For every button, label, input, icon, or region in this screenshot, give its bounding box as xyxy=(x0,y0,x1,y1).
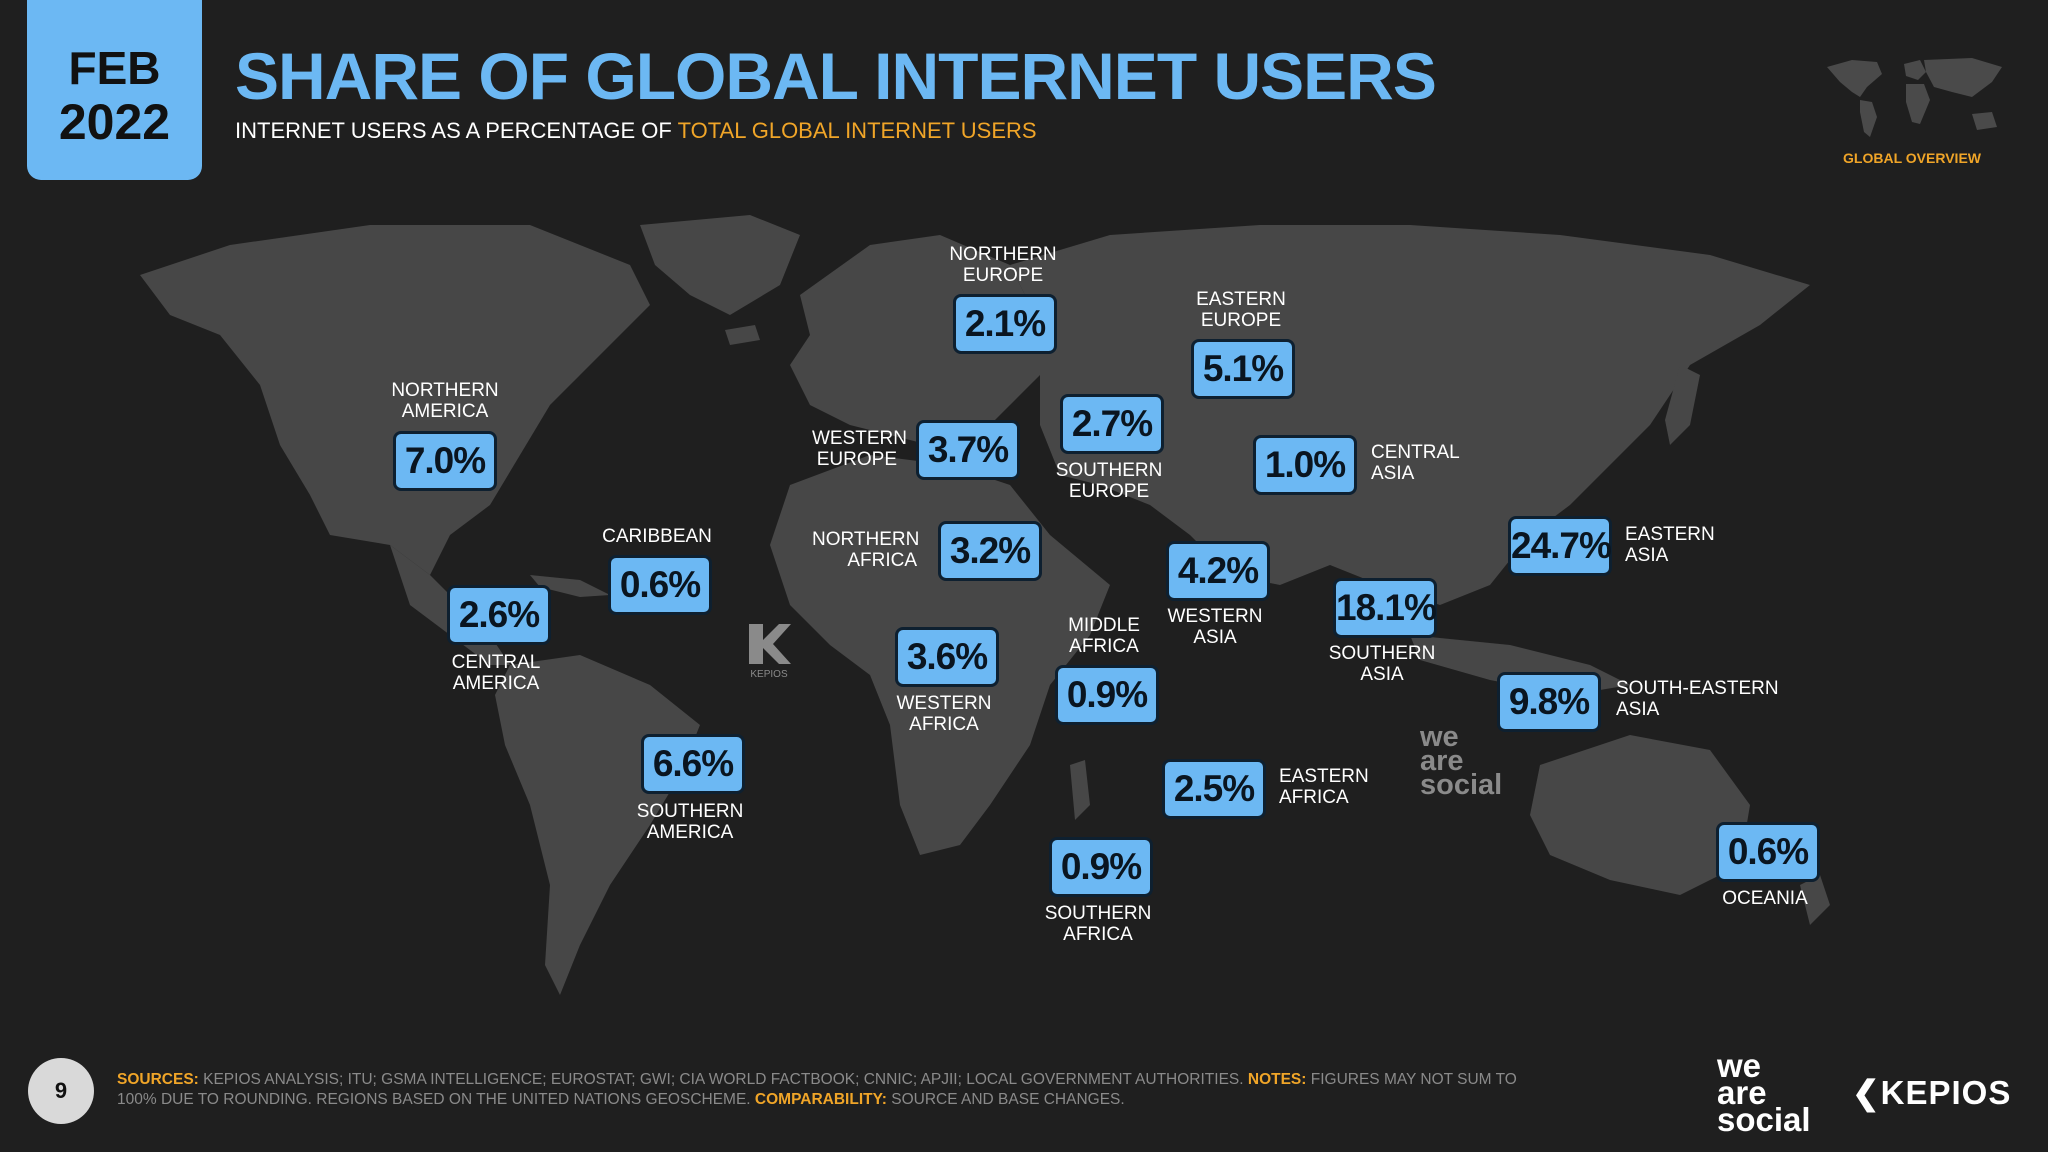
north-america-shape xyxy=(140,225,650,575)
region-label-southern-africa: SOUTHERN AFRICA xyxy=(1044,903,1152,945)
region-label-south-eastern-asia: SOUTH-EASTERN ASIA xyxy=(1616,678,1779,720)
australia-shape xyxy=(1530,735,1750,895)
region-label-western-europe: WESTERN EUROPE xyxy=(812,428,907,470)
page-number: 9 xyxy=(28,1058,94,1124)
kepios-logo: ❮KEPIOS xyxy=(1852,1074,2012,1111)
region-label-western-africa: WESTERN AFRICA xyxy=(896,693,992,735)
asia-shape xyxy=(1010,225,1810,605)
region-value-southern-asia: 18.1% xyxy=(1333,578,1437,638)
kepios-watermark-icon: KEPIOS xyxy=(749,624,791,680)
region-label-northern-africa: NORTHERN AFRICA xyxy=(812,529,920,571)
region-label-western-asia: WESTERN ASIA xyxy=(1167,606,1263,648)
region-label-northern-america: NORTHERN AMERICA xyxy=(391,380,499,422)
japan-shape xyxy=(1665,365,1700,445)
region-value-eastern-asia: 24.7% xyxy=(1508,516,1612,576)
region-label-central-america: CENTRAL AMERICA xyxy=(451,652,541,694)
watermark-line: we xyxy=(1420,721,1459,753)
watermark-line: social xyxy=(1420,769,1503,801)
region-label-northern-europe: NORTHERN EUROPE xyxy=(949,244,1057,286)
section-label: GLOBAL OVERVIEW xyxy=(1843,150,1981,166)
madagascar-shape xyxy=(1070,760,1090,820)
page-subtitle: INTERNET USERS AS A PERCENTAGE OF TOTAL … xyxy=(235,118,1037,144)
region-label-southern-europe: SOUTHERN EUROPE xyxy=(1055,460,1163,502)
watermark-line: are xyxy=(1420,745,1464,777)
region-label-eastern-asia: EASTERN ASIA xyxy=(1625,524,1715,566)
region-value-eastern-africa: 2.5% xyxy=(1162,759,1266,819)
caribbean-shape xyxy=(530,575,610,597)
region-value-southern-africa: 0.9% xyxy=(1049,837,1153,897)
region-value-western-asia: 4.2% xyxy=(1166,541,1270,601)
region-value-central-america: 2.6% xyxy=(447,585,551,645)
region-value-eastern-europe: 5.1% xyxy=(1191,339,1295,399)
europe-shape xyxy=(790,235,1040,445)
mini-world-map-icon xyxy=(1827,58,2002,137)
we-are-social-logo: we are social xyxy=(1717,1047,1811,1138)
region-label-southern-america: SOUTHERN AMERICA xyxy=(636,801,744,843)
iceland-shape xyxy=(725,325,760,345)
date-badge: FEB 2022 xyxy=(27,0,202,180)
region-value-southern-america: 6.6% xyxy=(641,734,745,794)
region-value-western-europe: 3.7% xyxy=(916,420,1020,480)
region-value-oceania: 0.6% xyxy=(1716,822,1820,882)
region-label-southern-asia: SOUTHERN ASIA xyxy=(1328,643,1436,685)
region-label-caribbean: CARIBBEAN xyxy=(602,526,712,547)
region-value-caribbean: 0.6% xyxy=(608,555,712,615)
region-label-central-asia: CENTRAL ASIA xyxy=(1371,442,1460,484)
region-value-northern-america: 7.0% xyxy=(393,431,497,491)
region-label-eastern-africa: EASTERN AFRICA xyxy=(1279,766,1369,808)
new-zealand-shape xyxy=(1800,875,1830,925)
region-value-northern-africa: 3.2% xyxy=(938,521,1042,581)
kepios-watermark-text: KEPIOS xyxy=(750,669,788,680)
region-value-south-eastern-asia: 9.8% xyxy=(1497,672,1601,732)
region-value-western-africa: 3.6% xyxy=(895,627,999,687)
we-are-social-watermark: we are social xyxy=(1420,721,1503,801)
date-month: FEB xyxy=(68,42,161,94)
region-value-northern-europe: 2.1% xyxy=(953,294,1057,354)
date-year: 2022 xyxy=(58,94,171,150)
page-title: SHARE OF GLOBAL INTERNET USERS xyxy=(235,39,1437,113)
subtitle-highlight: TOTAL GLOBAL INTERNET USERS xyxy=(677,118,1037,143)
region-value-central-asia: 1.0% xyxy=(1253,435,1357,495)
kepios-k-icon: ❮ xyxy=(1852,1074,1881,1111)
region-label-eastern-europe: EASTERN EUROPE xyxy=(1196,289,1286,331)
region-value-southern-europe: 2.7% xyxy=(1060,394,1164,454)
region-value-middle-africa: 0.9% xyxy=(1055,665,1159,725)
subtitle-prefix: INTERNET USERS AS A PERCENTAGE OF xyxy=(235,118,678,143)
footer-sources: SOURCES: KEPIOS ANALYSIS; ITU; GSMA INTE… xyxy=(117,1071,1517,1108)
region-label-middle-africa: MIDDLE AFRICA xyxy=(1068,615,1140,657)
region-label-oceania: OCEANIA xyxy=(1722,888,1808,909)
greenland-shape xyxy=(640,215,800,315)
